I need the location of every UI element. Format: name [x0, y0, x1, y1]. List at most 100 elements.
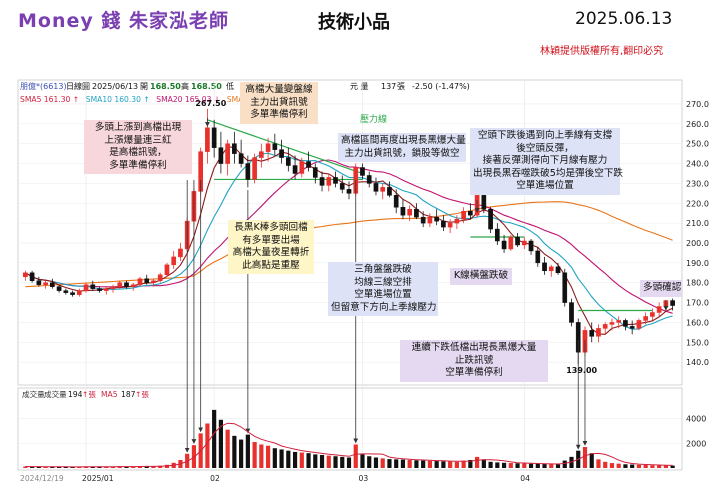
candle-body	[339, 183, 345, 190]
candle	[29, 270, 35, 283]
candle-body	[285, 157, 291, 166]
candle-body	[90, 284, 96, 289]
volume-bar	[56, 466, 62, 468]
price-tick-label: 180.0	[686, 279, 709, 288]
candle-body	[629, 326, 635, 329]
candle-body	[670, 300, 675, 306]
volume-bar	[636, 464, 642, 468]
volume-bar	[589, 453, 594, 468]
volume-bar	[131, 466, 136, 468]
volume-bar	[488, 461, 493, 468]
ma5-legend-arrow: ↑張	[135, 390, 149, 399]
volume-bar	[535, 463, 540, 468]
volume-bar	[394, 459, 399, 468]
candle	[130, 282, 136, 291]
open-value: 168.50	[150, 82, 181, 91]
volume-bar	[252, 442, 257, 468]
candle-body	[279, 149, 284, 158]
volume-bar	[623, 464, 628, 468]
candle-body	[171, 256, 177, 266]
candle	[97, 286, 102, 293]
candle-body	[609, 322, 615, 325]
candle	[151, 278, 156, 287]
candle-body	[157, 274, 163, 281]
candle-body	[656, 306, 662, 313]
candle-body	[265, 143, 271, 152]
volume-bar	[306, 453, 311, 468]
ma-legend-item-2: SMA20 165.03 ↓	[156, 95, 220, 104]
candle-body	[441, 220, 446, 228]
price-tick-label: 270.0	[686, 100, 709, 109]
volume-bar	[508, 463, 513, 468]
price-tick-label: 200.0	[686, 239, 709, 248]
candle-body	[110, 286, 116, 289]
volume-bar	[279, 449, 284, 468]
annotation-capitulation-stop: 連續下跌低檔出現長黑爆大量 止跌訊號 空單準備停利	[400, 340, 548, 382]
volume-bar	[299, 452, 304, 468]
volume-bar	[468, 459, 473, 468]
ma-legend: SMA5 161.30 ↑ SMA10 160.30 ↑ SMA20 165.03 …	[20, 95, 253, 104]
volume-bar	[124, 466, 129, 468]
candle	[90, 280, 96, 291]
x-tick-label: 2025/01	[82, 474, 114, 483]
vol-legend-label-2: 成交量	[44, 389, 67, 399]
volume-bar	[259, 444, 264, 468]
candle-body	[515, 236, 520, 246]
annotation-triangle-breakdown: 三角盤盤跌破 均線三線空排 空單進場位置 但留意下方向上季線壓力	[328, 262, 438, 317]
volume-bar	[326, 455, 331, 468]
volume-bar	[657, 465, 662, 468]
candle-body	[63, 290, 69, 293]
candle	[670, 298, 675, 311]
candle	[366, 171, 372, 188]
candle	[218, 131, 224, 174]
candle-body	[225, 143, 230, 164]
volume-bar	[239, 439, 244, 468]
low-price-label: 139.00	[566, 366, 597, 375]
report-date: 2025.06.13	[575, 9, 673, 29]
volume-bar	[434, 461, 439, 468]
candle	[144, 274, 150, 285]
volume-bar	[77, 466, 82, 468]
volume-bar	[333, 456, 338, 468]
volume-bar	[670, 465, 675, 468]
candle-body	[569, 302, 574, 323]
candle-body	[299, 161, 305, 174]
candle	[63, 288, 69, 295]
high-price-label: 267.50	[195, 99, 226, 108]
candle	[225, 139, 230, 176]
candle-body	[494, 228, 500, 242]
vol-legend-arrow: ↑張	[82, 390, 96, 399]
volume-bar	[596, 459, 601, 468]
candle	[245, 155, 251, 188]
volume-bar	[212, 409, 217, 468]
volume-tick-label: 4000	[686, 415, 706, 424]
candle-body	[43, 282, 48, 285]
price-tick-label: 210.0	[686, 219, 709, 228]
volume-bar	[542, 464, 547, 468]
volume-bar	[218, 419, 223, 468]
candle	[528, 239, 534, 255]
candle-body	[420, 216, 426, 224]
volume-bar	[448, 461, 453, 468]
candle-body	[461, 210, 466, 220]
candle-body	[380, 187, 386, 192]
x-tick-label: 04	[520, 474, 530, 483]
candle	[441, 215, 446, 232]
candle-body	[562, 272, 568, 303]
volume-bar	[313, 454, 318, 468]
candle-body	[36, 280, 42, 285]
volume-bar	[346, 457, 352, 468]
volume-value: 137	[381, 82, 396, 91]
ma-legend-item-0: SMA5 161.30 ↑	[20, 95, 79, 104]
candle	[164, 262, 170, 277]
volume-bar	[43, 466, 48, 468]
volume-bar	[266, 445, 271, 468]
candle-body	[501, 240, 507, 250]
candle-body	[393, 195, 399, 208]
volume-bar	[36, 466, 41, 468]
candle	[400, 199, 406, 220]
volume-bars	[23, 409, 675, 468]
volume-bar	[407, 459, 412, 468]
candle	[211, 119, 217, 158]
high-label: 高	[181, 81, 189, 91]
